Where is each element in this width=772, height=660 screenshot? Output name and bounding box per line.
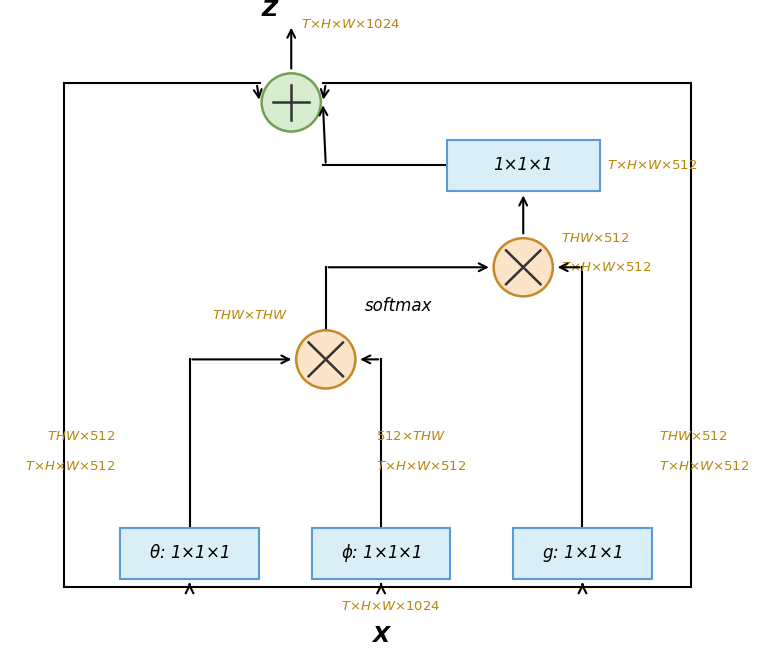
Circle shape: [262, 73, 321, 131]
Text: $512{\times}THW$: $512{\times}THW$: [376, 430, 446, 444]
Text: $T{\times}H{\times}W{\times}1024$: $T{\times}H{\times}W{\times}1024$: [341, 600, 441, 613]
Circle shape: [493, 238, 553, 296]
Text: $\phi$: 1×1×1: $\phi$: 1×1×1: [340, 543, 422, 564]
Text: $THW{\times}512$: $THW{\times}512$: [659, 430, 728, 444]
FancyBboxPatch shape: [513, 528, 652, 579]
Text: 1×1×1: 1×1×1: [493, 156, 553, 174]
Text: softmax: softmax: [365, 297, 433, 315]
Text: Z: Z: [262, 0, 278, 20]
Text: X: X: [373, 626, 390, 645]
Text: $THW{\times}512$: $THW{\times}512$: [560, 232, 629, 245]
Text: $T{\times}H{\times}W{\times}512$: $T{\times}H{\times}W{\times}512$: [560, 261, 652, 274]
FancyBboxPatch shape: [120, 528, 259, 579]
Text: $THW{\times}512$: $THW{\times}512$: [47, 430, 116, 444]
Text: $T{\times}H{\times}W{\times}1024$: $T{\times}H{\times}W{\times}1024$: [301, 18, 401, 31]
Text: $T{\times}H{\times}W{\times}512$: $T{\times}H{\times}W{\times}512$: [376, 459, 466, 473]
Text: $THW{\times}THW$: $THW{\times}THW$: [212, 310, 288, 322]
Circle shape: [296, 330, 355, 389]
Text: $T{\times}H{\times}W{\times}512$: $T{\times}H{\times}W{\times}512$: [25, 459, 116, 473]
FancyBboxPatch shape: [447, 140, 600, 191]
FancyBboxPatch shape: [312, 528, 450, 579]
Text: $\theta$: 1×1×1: $\theta$: 1×1×1: [150, 544, 229, 562]
Text: $g$: 1×1×1: $g$: 1×1×1: [542, 543, 623, 564]
Text: $T{\times}H{\times}W{\times}512$: $T{\times}H{\times}W{\times}512$: [659, 459, 750, 473]
Text: $T{\times}H{\times}W{\times}512$: $T{\times}H{\times}W{\times}512$: [607, 159, 698, 172]
